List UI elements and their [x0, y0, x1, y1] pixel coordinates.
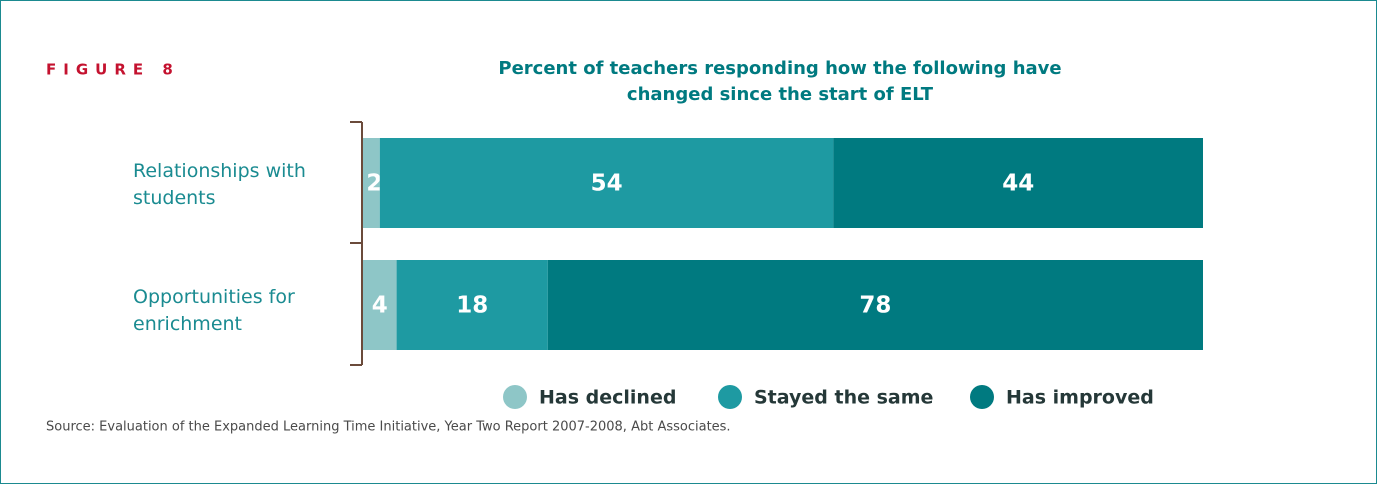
value-label: 4	[372, 293, 388, 319]
value-label: 44	[1002, 171, 1034, 197]
value-label: 18	[456, 293, 488, 319]
bar-segment	[363, 260, 397, 350]
legend-label: Stayed the same	[754, 387, 933, 409]
bar-segment	[379, 138, 834, 228]
bracket	[350, 121, 363, 366]
legend-marker	[503, 385, 527, 409]
bar-segment	[363, 138, 380, 228]
category-label: Opportunities for enrichment	[133, 286, 295, 335]
chart-title: Percent of teachers responding how the f…	[498, 58, 1062, 105]
figure-label: FIGURE 8	[46, 61, 180, 79]
legend-marker	[970, 385, 994, 409]
value-label: 54	[591, 171, 623, 197]
legend-label: Has declined	[539, 387, 676, 409]
value-label: 2	[366, 171, 382, 197]
bar-segment	[833, 138, 1203, 228]
legend-marker	[718, 385, 742, 409]
category-label: Relationships with students	[133, 160, 306, 209]
bar-segment	[547, 260, 1203, 350]
value-label: 78	[859, 293, 891, 319]
legend-label: Has improved	[1006, 387, 1154, 409]
bar-segment	[396, 260, 548, 350]
source: Source: Evaluation of the Expanded Learn…	[46, 420, 731, 435]
